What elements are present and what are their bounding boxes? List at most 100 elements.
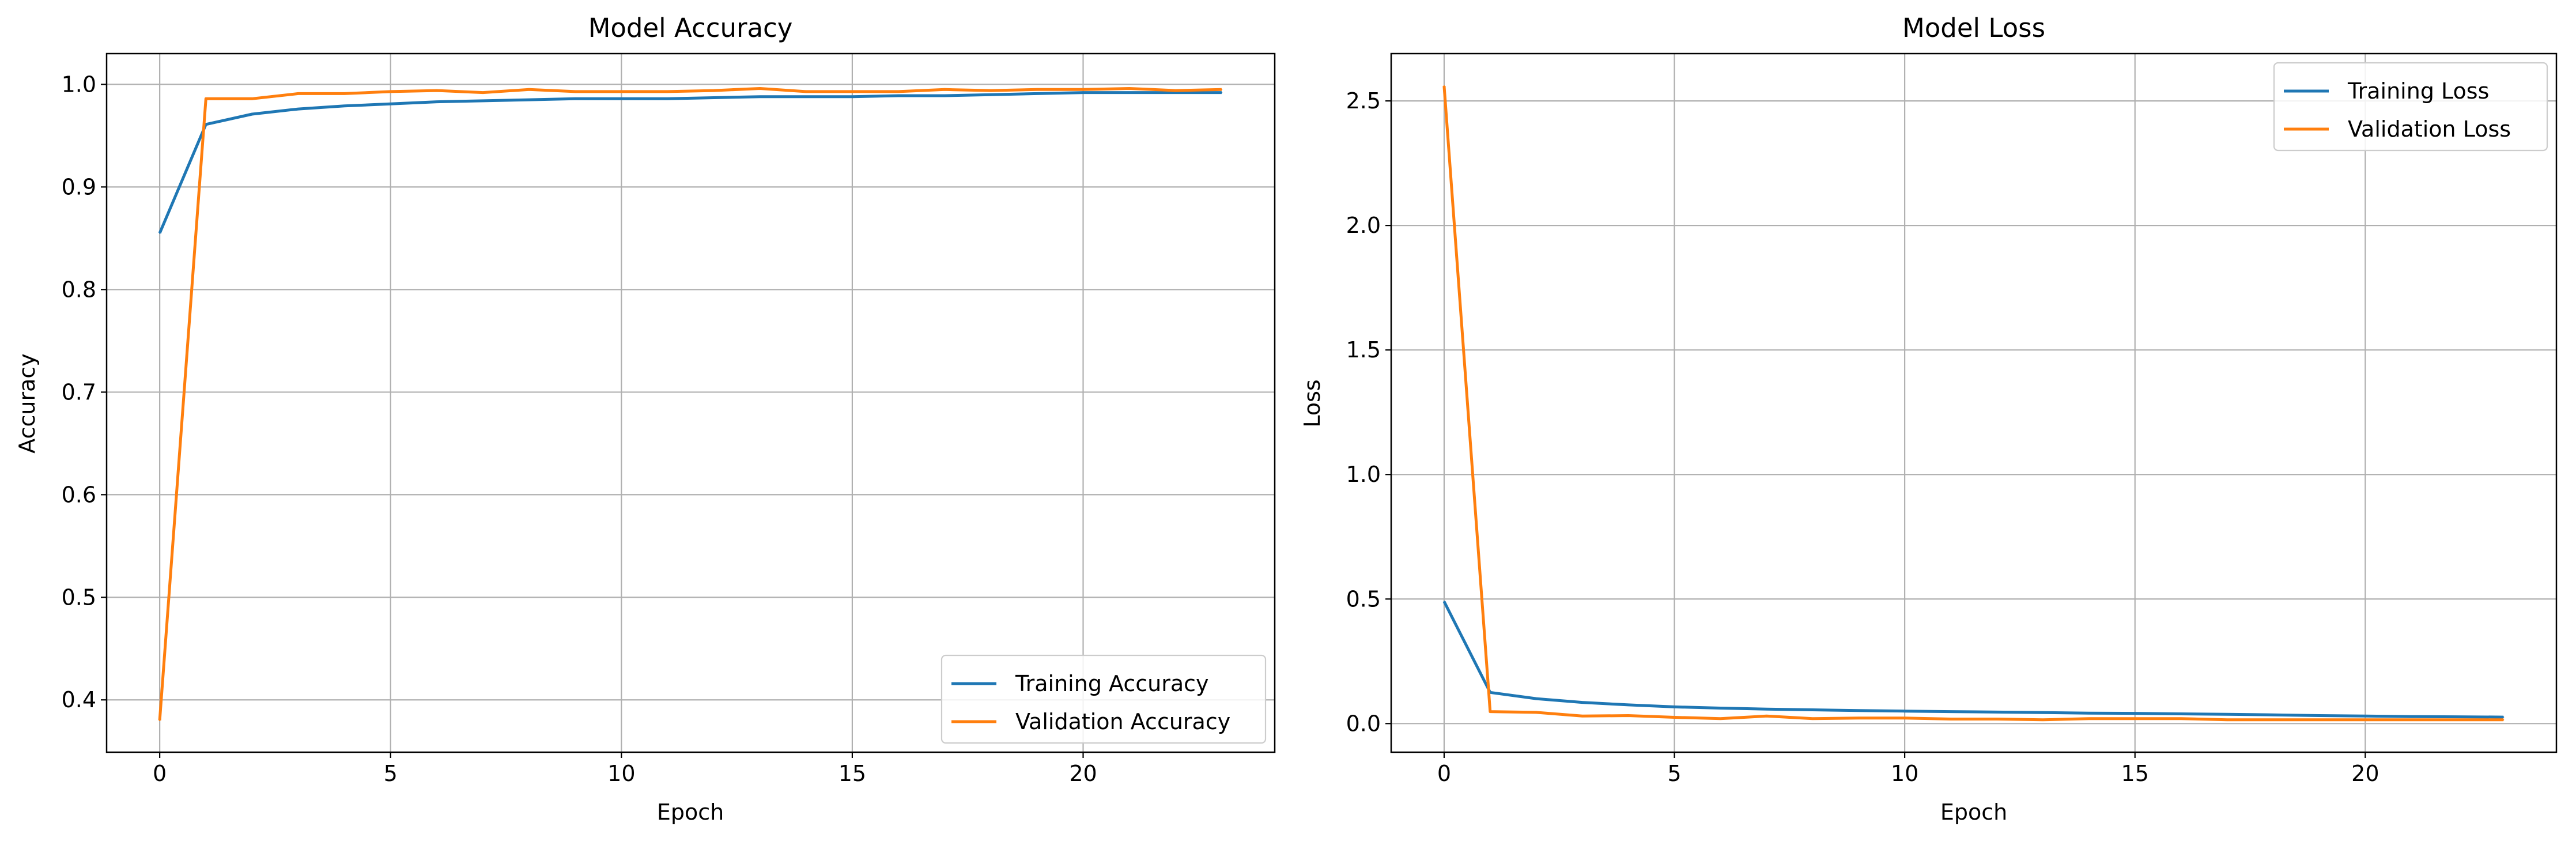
training-accuracy-point	[1128, 92, 1130, 93]
y-tick-label: 0.9	[62, 174, 96, 199]
validation-loss-line	[1442, 86, 2504, 722]
legend-label: Validation Accuracy	[1015, 709, 1230, 734]
validation-accuracy-point	[897, 90, 900, 93]
training-accuracy-point	[713, 97, 715, 99]
validation-loss-point	[1950, 718, 1952, 720]
validation-accuracy-point	[343, 93, 345, 95]
training-loss-point	[2088, 712, 2090, 714]
training-accuracy-point	[1174, 92, 1176, 93]
validation-loss-point	[2226, 719, 2228, 721]
y-tick-label: 0.4	[62, 687, 96, 712]
training-loss-point	[1766, 708, 1767, 710]
validation-accuracy-point	[205, 98, 207, 100]
x-tick-label: 15	[838, 761, 866, 786]
validation-loss-point	[2456, 719, 2458, 721]
training-accuracy-point	[343, 105, 345, 107]
validation-loss-point	[1812, 718, 1814, 719]
training-accuracy-point	[158, 232, 161, 234]
training-loss-point	[2365, 715, 2366, 717]
y-tick-label: 1.0	[62, 71, 96, 97]
y-tick-label: 0.7	[62, 379, 96, 405]
x-tick-label: 15	[2121, 761, 2149, 786]
training-accuracy-point	[251, 113, 253, 115]
training-accuracy-line	[158, 91, 1222, 234]
legend: Training Loss Validation Loss	[2273, 62, 2548, 152]
training-loss-point	[1996, 711, 1998, 713]
training-loss-point	[2318, 715, 2320, 716]
y-tick-label: 0.5	[1346, 586, 1381, 612]
training-loss-point	[1812, 709, 1814, 711]
axes-frame	[1390, 52, 2558, 753]
validation-loss-point	[1581, 715, 1583, 717]
validation-accuracy-line	[158, 87, 1222, 720]
validation-accuracy-point	[990, 89, 992, 92]
training-accuracy-point	[528, 99, 530, 101]
training-loss-point	[2456, 716, 2458, 718]
tick-labels: 0 5 10 15 20 0.0 0.5 1.0 1.5 2.0 2.5	[1346, 88, 2379, 786]
x-tick-label: 0	[153, 761, 167, 786]
legend-box	[2273, 62, 2548, 152]
y-tick-label: 1.5	[1346, 337, 1381, 363]
validation-accuracy-point	[297, 93, 299, 95]
training-loss-line	[1442, 601, 2504, 719]
training-loss-point	[1443, 601, 1445, 602]
y-tick-label: 2.0	[1346, 213, 1381, 238]
validation-loss-point	[1674, 716, 1675, 718]
training-loss-point	[1627, 704, 1629, 706]
training-accuracy-point	[759, 96, 761, 97]
training-accuracy-point	[205, 123, 207, 126]
validation-accuracy-point	[1221, 89, 1223, 90]
validation-accuracy-point	[482, 92, 484, 93]
validation-loss-point	[1489, 711, 1491, 712]
x-tick-label: 0	[1437, 761, 1451, 786]
training-accuracy-point	[1082, 92, 1084, 93]
validation-loss-point	[1857, 717, 1860, 719]
chart-title: Model Loss	[1902, 13, 2045, 43]
legend-label: Training Accuracy	[1015, 671, 1209, 696]
legend: Training Accuracy Validation Accuracy	[940, 654, 1267, 744]
validation-loss-point	[2042, 719, 2044, 721]
validation-loss-point	[2318, 719, 2320, 721]
training-accuracy-point	[851, 96, 853, 97]
training-loss-point	[1903, 710, 1906, 712]
y-tick-label: 0.0	[1346, 711, 1381, 736]
validation-loss-point	[2134, 718, 2136, 719]
tick-labels: 0 5 10 15 20 0.4 0.5 0.6 0.7 0.8 0.9 1.0	[62, 71, 1097, 786]
legend-label: Validation Loss	[2348, 116, 2511, 142]
validation-loss-point	[2272, 719, 2274, 721]
validation-accuracy-point	[621, 90, 622, 93]
training-accuracy-point	[1036, 93, 1038, 95]
training-loss-point	[1674, 706, 1675, 708]
validation-loss-point	[2088, 718, 2090, 719]
chart-title: Model Accuracy	[588, 13, 793, 43]
training-loss-point	[2502, 716, 2505, 718]
validation-accuracy-point	[667, 90, 668, 93]
grid	[107, 54, 1275, 752]
x-tick-label: 5	[1667, 761, 1681, 786]
y-tick-label: 0.5	[62, 584, 96, 610]
validation-accuracy-point	[1036, 89, 1038, 90]
validation-accuracy-point	[759, 88, 761, 89]
x-tick-label: 20	[2351, 761, 2379, 786]
validation-loss-point	[1996, 718, 1998, 720]
training-accuracy-point	[667, 98, 668, 100]
validation-accuracy-point	[1174, 89, 1176, 92]
validation-loss-point	[2180, 718, 2182, 719]
training-loss-point	[2134, 712, 2136, 714]
validation-accuracy-point	[158, 719, 161, 722]
training-loss-point	[1720, 707, 1721, 709]
validation-loss-point	[2411, 719, 2412, 721]
training-loss-point	[2272, 714, 2274, 716]
training-accuracy-point	[575, 98, 576, 100]
training-loss-point	[2411, 716, 2412, 718]
x-tick-label: 10	[607, 761, 635, 786]
training-loss-point	[2180, 713, 2182, 715]
x-tick-label: 10	[1891, 761, 1918, 786]
validation-accuracy-point	[528, 89, 530, 90]
validation-accuracy-point	[851, 90, 853, 93]
y-axis-label: Loss	[1300, 379, 1325, 427]
series-lines	[1442, 85, 2505, 722]
series-lines	[158, 87, 1223, 722]
validation-loss-point	[1766, 715, 1767, 717]
